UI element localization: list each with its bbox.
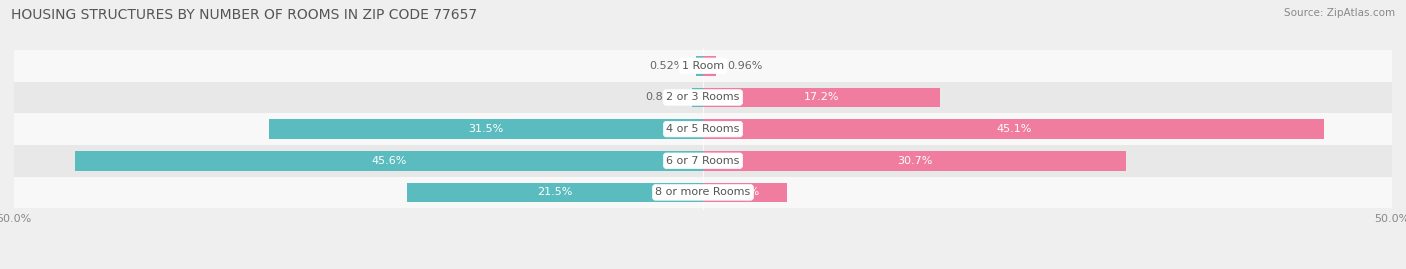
Text: 0.81%: 0.81%	[645, 93, 681, 102]
Text: 17.2%: 17.2%	[804, 93, 839, 102]
Bar	[703, 56, 716, 76]
Text: 45.6%: 45.6%	[371, 156, 406, 166]
Bar	[14, 50, 1392, 82]
Text: 45.1%: 45.1%	[995, 124, 1032, 134]
Text: 6.1%: 6.1%	[731, 187, 759, 197]
Text: 31.5%: 31.5%	[468, 124, 503, 134]
Bar	[14, 145, 1392, 176]
Bar	[703, 151, 1126, 171]
Bar	[75, 151, 703, 171]
Text: 6 or 7 Rooms: 6 or 7 Rooms	[666, 156, 740, 166]
Bar	[703, 88, 941, 107]
Bar	[703, 183, 787, 202]
Text: 30.7%: 30.7%	[897, 156, 932, 166]
Bar	[14, 82, 1392, 113]
Text: 1 Room: 1 Room	[682, 61, 724, 71]
Bar	[696, 56, 703, 76]
Bar	[703, 119, 1324, 139]
Text: Source: ZipAtlas.com: Source: ZipAtlas.com	[1284, 8, 1395, 18]
Text: 0.96%: 0.96%	[727, 61, 762, 71]
Bar	[406, 183, 703, 202]
Text: 8 or more Rooms: 8 or more Rooms	[655, 187, 751, 197]
Bar	[692, 88, 703, 107]
Text: 2 or 3 Rooms: 2 or 3 Rooms	[666, 93, 740, 102]
Text: 21.5%: 21.5%	[537, 187, 572, 197]
Bar	[269, 119, 703, 139]
Text: HOUSING STRUCTURES BY NUMBER OF ROOMS IN ZIP CODE 77657: HOUSING STRUCTURES BY NUMBER OF ROOMS IN…	[11, 8, 478, 22]
Text: 0.52%: 0.52%	[650, 61, 685, 71]
Text: 4 or 5 Rooms: 4 or 5 Rooms	[666, 124, 740, 134]
Bar	[14, 113, 1392, 145]
Bar	[14, 176, 1392, 208]
